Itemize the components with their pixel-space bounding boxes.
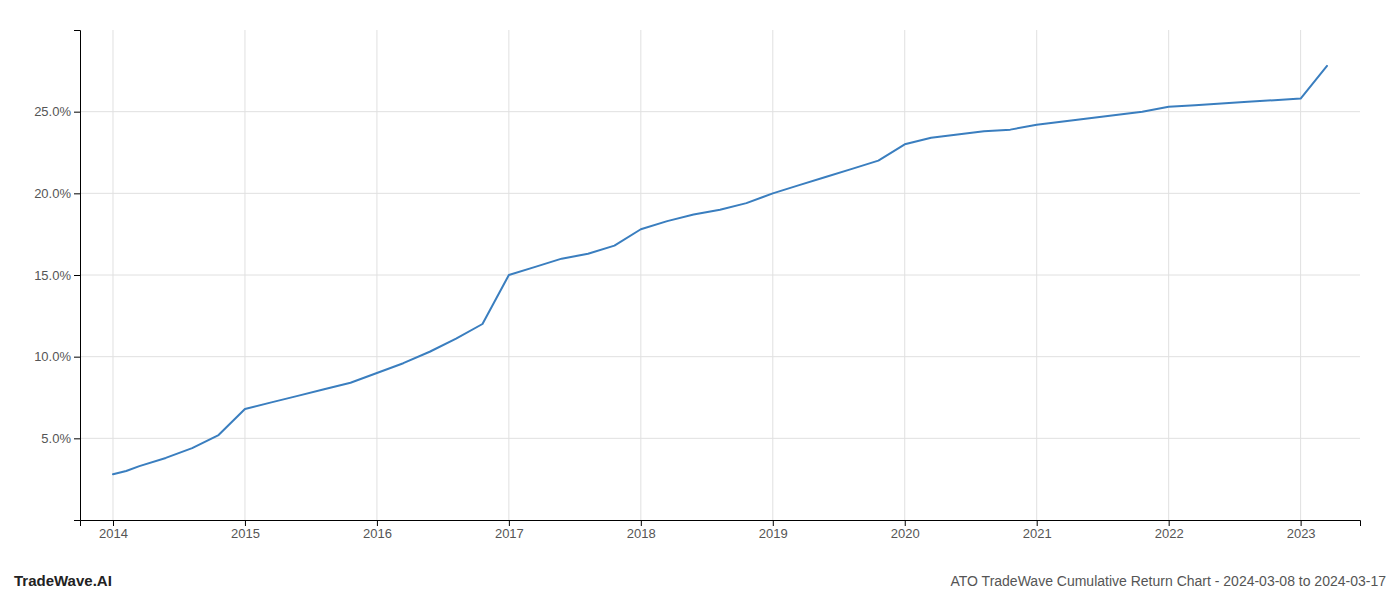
tick-mark — [905, 520, 906, 526]
tick-label: 10.0% — [34, 349, 71, 364]
tick: 10.0% — [34, 349, 80, 364]
tick: 2021 — [1023, 520, 1052, 541]
tick: 2023 — [1287, 520, 1316, 541]
tick-label: 25.0% — [34, 104, 71, 119]
tick-label: 2023 — [1287, 526, 1316, 541]
tick-mark — [74, 357, 80, 358]
grid — [80, 30, 1360, 520]
tick: 2020 — [891, 520, 920, 541]
tick: 5.0% — [41, 431, 80, 446]
tick-mark — [773, 520, 774, 526]
tick-mark — [74, 275, 80, 276]
grid-line-y — [80, 111, 1360, 112]
y-axis: 5.0% 10.0% 15.0% 20.0% 25.0% — [34, 31, 80, 521]
tick: 2016 — [363, 520, 392, 541]
tick-mark — [377, 520, 378, 526]
tick-mark — [74, 193, 80, 194]
tick-label: 2017 — [495, 526, 524, 541]
marks — [113, 66, 1327, 474]
tick-mark — [1301, 520, 1302, 526]
tick: 2014 — [99, 520, 128, 541]
tick: 2018 — [627, 520, 656, 541]
tick: 20.0% — [34, 186, 80, 201]
tick-label: 15.0% — [34, 268, 71, 283]
grid-line-y — [80, 193, 1360, 194]
tick: 15.0% — [34, 268, 80, 283]
tick-label: 20.0% — [34, 186, 71, 201]
tick-mark — [113, 520, 114, 526]
tick-mark — [1037, 520, 1038, 526]
grid-line-y — [80, 438, 1360, 439]
tick: 2017 — [495, 520, 524, 541]
tick-label: 2016 — [363, 526, 392, 541]
line — [113, 66, 1327, 474]
tick-mark — [509, 520, 510, 526]
tick-mark — [1169, 520, 1170, 526]
tick: 2022 — [1155, 520, 1184, 541]
title: ATO TradeWave Cumulative Return Chart - … — [950, 573, 1386, 589]
chart: 2014 2015 2016 2017 2018 2019 2020 2021 2022 2023… — [0, 0, 1400, 600]
tick-label: 2021 — [1023, 526, 1052, 541]
tick-mark — [245, 520, 246, 526]
tick-label: 2019 — [759, 526, 788, 541]
tick-label: 2015 — [231, 526, 260, 541]
tick-label: 2022 — [1155, 526, 1184, 541]
x-axis: 2014 2015 2016 2017 2018 2019 2020 2021 2022 2023 — [81, 520, 1361, 541]
grid-line-y — [80, 356, 1360, 357]
y-axis-line — [74, 31, 81, 521]
watermark: TradeWave.AI — [14, 572, 112, 589]
tick: 25.0% — [34, 104, 80, 119]
x-axis-line — [81, 521, 1361, 527]
tick-mark — [641, 520, 642, 526]
tick-label: 2014 — [99, 526, 128, 541]
tick: 2019 — [759, 520, 788, 541]
tick-label: 2018 — [627, 526, 656, 541]
tick-label: 2020 — [891, 526, 920, 541]
plot-area: 2014 2015 2016 2017 2018 2019 2020 2021 2022 2023… — [34, 30, 1360, 541]
tick-mark — [74, 112, 80, 113]
tick: 2015 — [231, 520, 260, 541]
grid-line-y — [80, 275, 1360, 276]
tick-mark — [74, 438, 80, 439]
tick-label: 5.0% — [41, 431, 71, 446]
